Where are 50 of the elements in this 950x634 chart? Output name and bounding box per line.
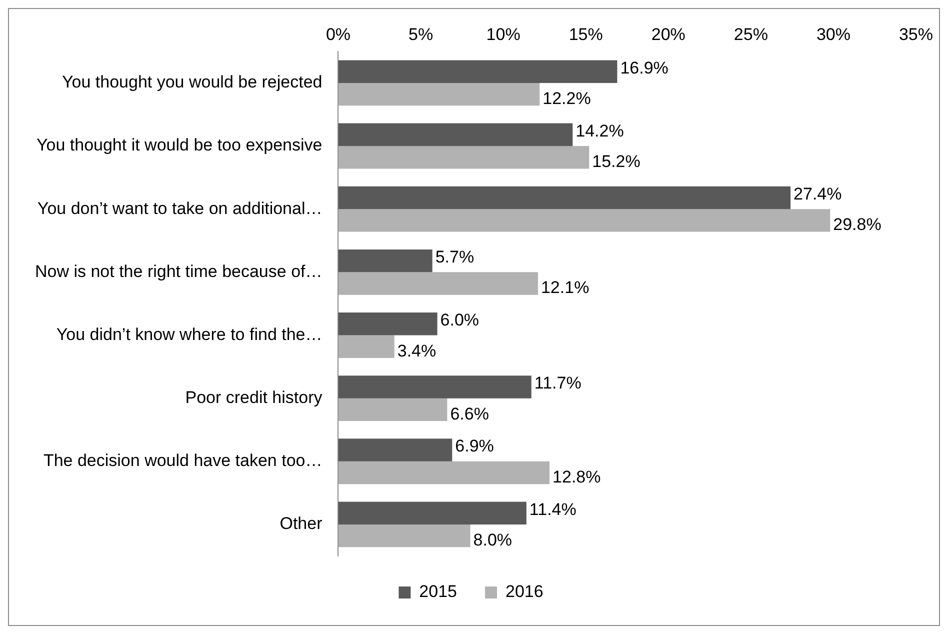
bar — [338, 312, 438, 336]
bar — [338, 461, 550, 484]
y-tick-label: Poor credit history — [185, 388, 323, 407]
y-tick-label: The decision would have taken too… — [43, 451, 322, 470]
bar — [338, 376, 532, 398]
data-label: 12.1% — [540, 278, 590, 298]
bar — [338, 272, 538, 295]
bar — [338, 209, 830, 232]
data-label: 14.2% — [576, 121, 624, 140]
data-label: 15.2% — [592, 152, 640, 172]
data-label: 11.7% — [534, 374, 582, 393]
data-label: 6.0% — [440, 310, 480, 330]
legend-label: 2015 — [419, 582, 458, 602]
bar — [338, 186, 791, 210]
y-tick-label: You thought it would be too expensive — [36, 136, 322, 155]
data-label: 29.8% — [833, 215, 882, 234]
data-label: 16.9% — [620, 58, 668, 78]
data-label: 11.4% — [529, 500, 576, 519]
bar — [338, 82, 540, 106]
data-label: 5.7% — [435, 247, 474, 266]
x-tick-label: 0% — [326, 24, 351, 44]
y-tick-label: Now is not the right time because of… — [35, 262, 322, 281]
data-label: 12.2% — [542, 88, 591, 108]
data-label: 6.6% — [450, 404, 489, 424]
bar — [338, 60, 618, 83]
bar — [338, 335, 394, 358]
bar — [338, 524, 470, 548]
bar — [338, 146, 590, 169]
data-label: 8.0% — [473, 530, 512, 550]
x-tick-label: 35% — [898, 24, 934, 44]
bar — [338, 249, 432, 272]
x-tick-label: 25% — [734, 24, 768, 44]
legend-label: 2016 — [506, 582, 544, 602]
x-tick-label: 20% — [651, 24, 686, 44]
data-label: 3.4% — [397, 341, 436, 360]
y-tick-label: You didn’t know where to find the… — [56, 324, 322, 344]
bar — [338, 502, 526, 524]
data-label: 12.8% — [552, 467, 601, 486]
bar — [338, 438, 452, 462]
x-tick-label: 15% — [568, 24, 603, 44]
data-label: 27.4% — [794, 184, 842, 204]
y-tick-label: You don’t want to take on additional… — [37, 198, 322, 218]
y-tick-label: Other — [280, 514, 323, 534]
x-tick-label: 30% — [816, 24, 850, 44]
data-label: 6.9% — [455, 436, 494, 456]
y-tick-label: You thought you would be rejected — [62, 72, 322, 92]
x-tick-label: 10% — [486, 24, 520, 44]
x-tick-label: 5% — [408, 24, 434, 44]
bar — [338, 123, 573, 146]
bar — [338, 398, 448, 422]
